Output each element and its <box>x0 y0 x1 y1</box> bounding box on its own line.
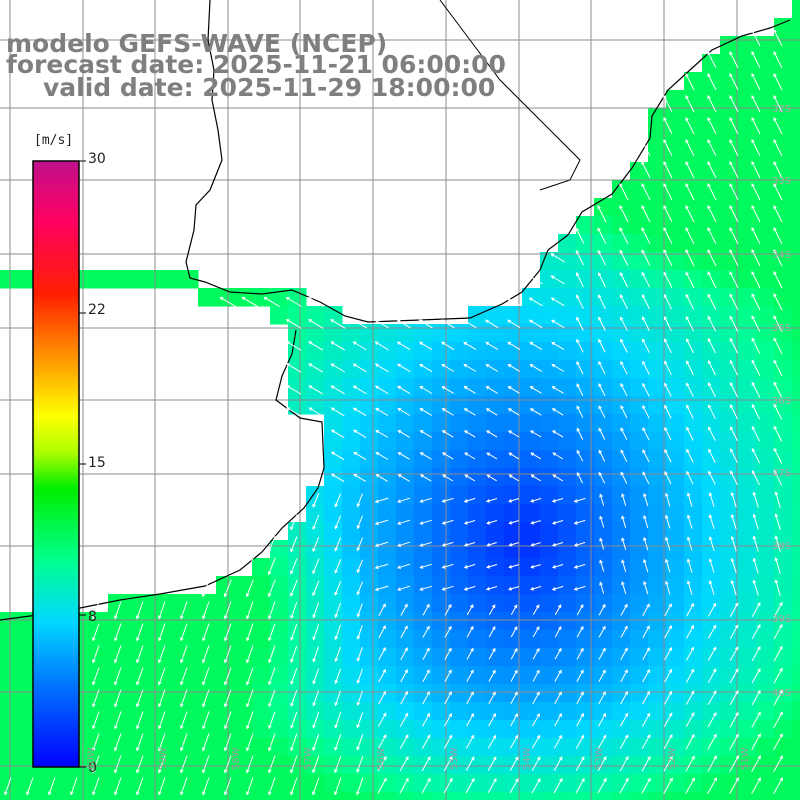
lon-label: 58W <box>231 747 242 770</box>
wind-arrows <box>4 29 783 796</box>
model-title: modelo GEFS-WAVE (NCEP) <box>6 29 388 58</box>
colorbar-tick-15: 15 <box>88 455 106 471</box>
lat-label: 40S <box>772 688 792 699</box>
colorbar-tick-0: 0 <box>88 760 97 776</box>
lat-label: 34S <box>772 250 792 261</box>
lat-label: 39S <box>772 614 792 625</box>
valid-date: valid date: 2025-11-29 18:00:00 <box>43 73 496 102</box>
lon-label: 53W <box>594 747 605 770</box>
lon-label: 54W <box>522 747 533 770</box>
lat-label: 36S <box>772 396 792 407</box>
colorbar-gradient <box>32 160 80 768</box>
lon-label: 59W <box>158 747 169 770</box>
lon-label: 55W <box>449 747 460 770</box>
lon-label: 52W <box>667 747 678 770</box>
lat-label: 32S <box>772 104 792 115</box>
lon-label: 60W <box>86 747 97 770</box>
lon-label: 56W <box>376 747 387 770</box>
colorbar <box>32 160 86 768</box>
coastline <box>0 0 791 621</box>
lat-label: 35S <box>772 323 792 334</box>
colorbar-tick-8: 8 <box>88 609 97 625</box>
colorbar-tick-30: 30 <box>88 151 106 167</box>
lon-label: 51W <box>740 747 751 770</box>
colorbar-tick-22: 22 <box>88 302 106 318</box>
colorbar-unit: [m/s] <box>34 133 74 148</box>
lat-label: 37S <box>772 468 792 479</box>
lon-label: 57W <box>303 747 314 770</box>
lat-label: 38S <box>772 541 792 552</box>
forecast-date: forecast date: 2025-11-21 06:00:00 <box>6 50 506 79</box>
lat-label: 33S <box>772 176 792 187</box>
